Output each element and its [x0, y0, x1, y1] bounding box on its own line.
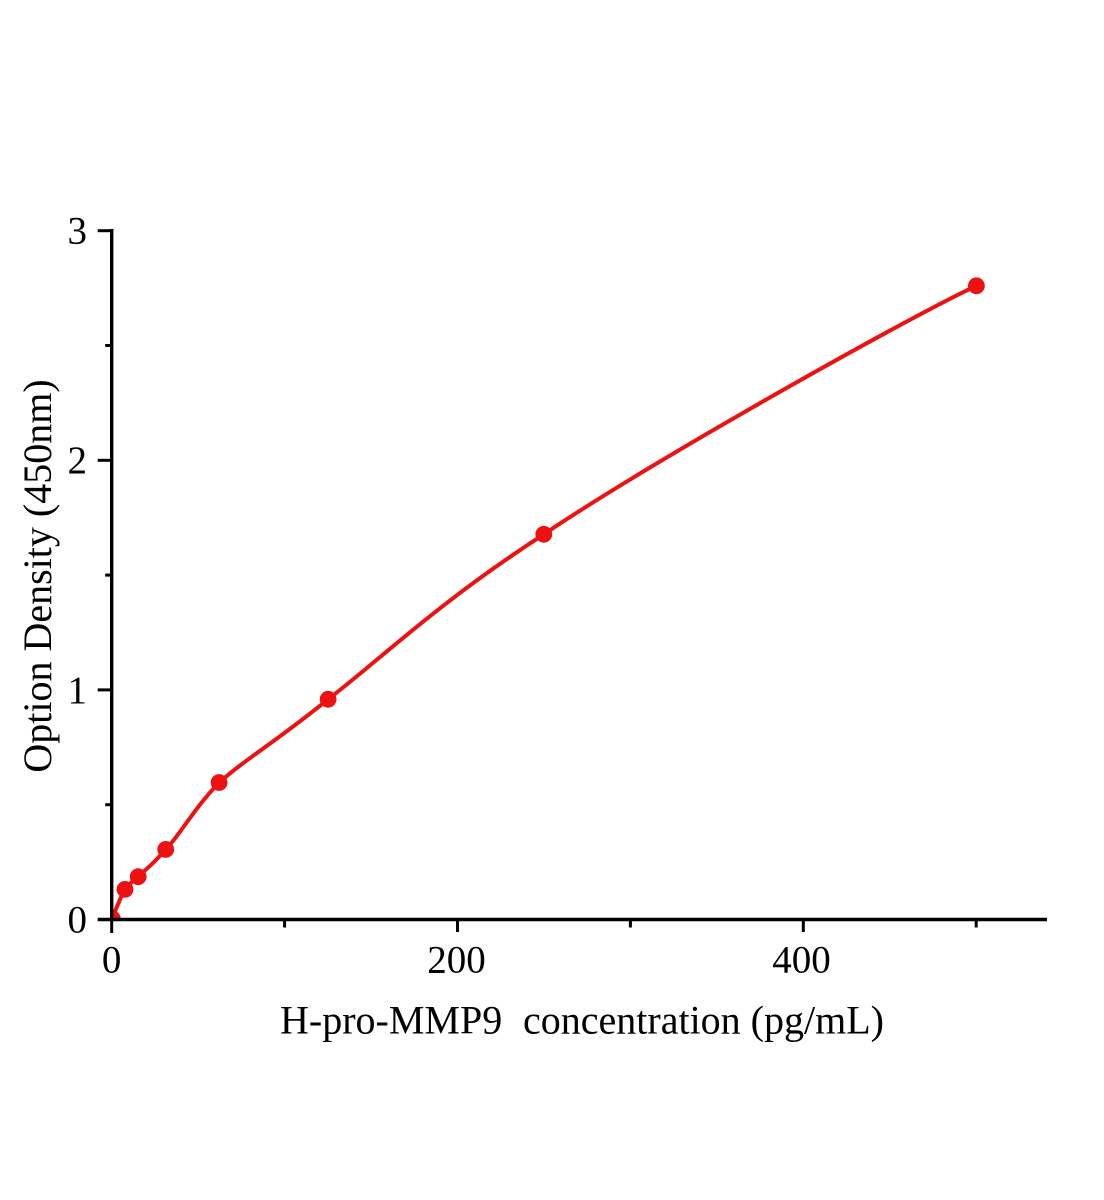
svg-text:2: 2	[68, 439, 88, 482]
svg-text:3: 3	[68, 210, 88, 253]
svg-text:1: 1	[68, 669, 88, 712]
svg-text:Option Density (450nm): Option Density (450nm)	[15, 379, 60, 772]
svg-text:0: 0	[68, 898, 88, 941]
svg-text:H-pro-MMP9: H-pro-MMP9	[280, 998, 502, 1043]
svg-text:400: 400	[772, 939, 831, 982]
svg-text:0: 0	[102, 939, 122, 982]
svg-text:200: 200	[427, 939, 486, 982]
svg-text:concentration (pg/mL): concentration (pg/mL)	[523, 998, 884, 1043]
